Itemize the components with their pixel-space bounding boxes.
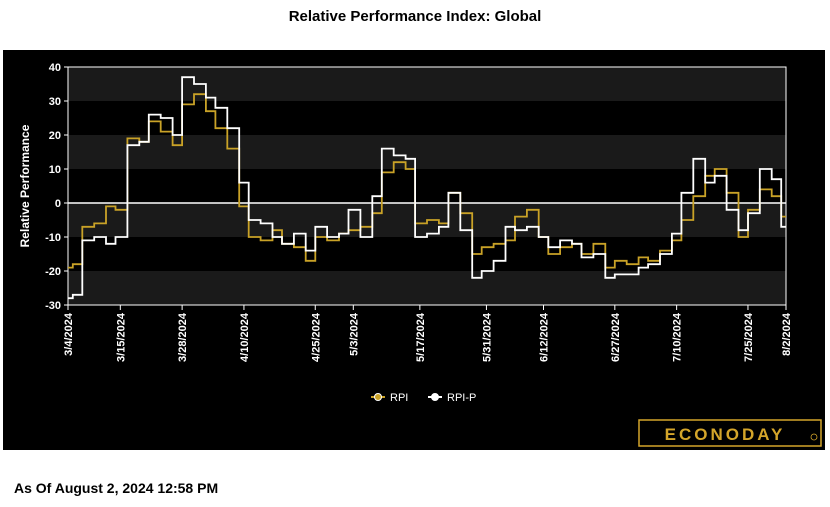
y-tick-label: 40: [49, 62, 61, 74]
x-tick-label: 7/25/2024: [743, 312, 755, 362]
legend: RPI RPI-P: [371, 392, 476, 404]
chart-svg: -30 -20 -10 0 10 20 30 40 3/4/2024 3/15/2024 3/28…: [18, 62, 822, 447]
x-tick-label: 4/10/2024: [239, 312, 251, 362]
page-title: Relative Performance Index: Global: [288, 8, 542, 25]
x-tick-label: 3/15/2024: [115, 312, 127, 362]
background-band: [68, 271, 786, 305]
x-tick-label: 5/3/2024: [348, 312, 360, 356]
x-tick-label: 5/31/2024: [481, 312, 493, 362]
legend-item-rpi[interactable]: RPI: [371, 392, 408, 404]
y-axis: -30 -20 -10 0 10 20 30 40: [45, 62, 68, 312]
x-tick-label: 5/17/2024: [415, 312, 427, 362]
legend-label-rpi-p: RPI-P: [447, 392, 476, 404]
y-tick-label: -10: [45, 232, 61, 244]
plot-frame: [67, 66, 787, 306]
x-tick-label: 6/12/2024: [538, 312, 550, 362]
chart-panel: -30 -20 -10 0 10 20 30 40 3/4/2024 3/15/2024 3/28…: [3, 50, 825, 450]
y-axis-label: Relative Performance: [18, 124, 32, 247]
series-line-rpi-p: [68, 76, 786, 300]
legend-marker-rpi-p: [431, 393, 439, 401]
x-axis: 3/4/2024 3/15/2024 3/28/2024 4/10/2024 4/25/…: [63, 305, 793, 362]
x-tick-label: 4/25/2024: [310, 312, 322, 362]
background-band: [68, 135, 786, 169]
y-tick-label: 10: [49, 164, 61, 176]
econoday-logo: ECONODAY: [638, 419, 822, 447]
y-tick-label: -30: [45, 300, 61, 312]
x-tick-label: 6/27/2024: [610, 312, 622, 362]
y-tick-label: 20: [49, 130, 61, 142]
legend-item-rpi-p[interactable]: RPI-P: [428, 392, 476, 404]
x-tick-label: 8/2/2024: [781, 312, 793, 356]
background-bands: [68, 67, 786, 305]
x-tick-label: 3/4/2024: [63, 312, 75, 356]
series-layer: [68, 76, 786, 300]
x-tick-label: 3/28/2024: [177, 312, 189, 362]
y-tick-label: 0: [55, 198, 61, 210]
y-tick-label: -20: [45, 266, 61, 278]
registered-mark-icon: [810, 433, 818, 441]
brand-text: ECONODAY: [665, 425, 786, 444]
legend-marker-rpi: [374, 393, 382, 401]
legend-label-rpi: RPI: [390, 392, 408, 404]
as-of-timestamp: As Of August 2, 2024 12:58 PM: [14, 480, 219, 496]
background-band: [68, 67, 786, 101]
series-line-rpi: [68, 93, 786, 269]
y-tick-label: 30: [49, 96, 61, 108]
x-tick-label: 7/10/2024: [672, 312, 684, 362]
